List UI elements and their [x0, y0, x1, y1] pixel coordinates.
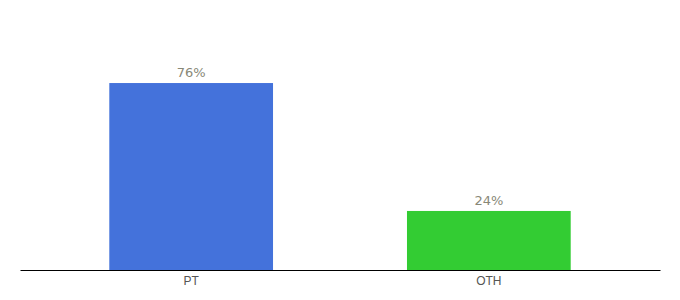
chart: PT OTH 76% 24%	[0, 0, 680, 300]
x-tick-label: OTH	[476, 274, 501, 288]
x-tick-label: PT	[183, 274, 199, 288]
plot: PT OTH 76% 24%	[21, 65, 661, 287]
x-axis-line	[21, 270, 661, 271]
x-tick: PT	[183, 274, 199, 288]
x-axis: PT OTH	[21, 271, 661, 288]
bars	[109, 83, 570, 270]
bar	[407, 211, 571, 270]
bar	[109, 83, 273, 270]
data-labels: 76% 24%	[177, 65, 504, 208]
x-tick: OTH	[476, 274, 501, 288]
data-label: 76%	[177, 65, 206, 80]
data-label: 24%	[474, 193, 503, 208]
